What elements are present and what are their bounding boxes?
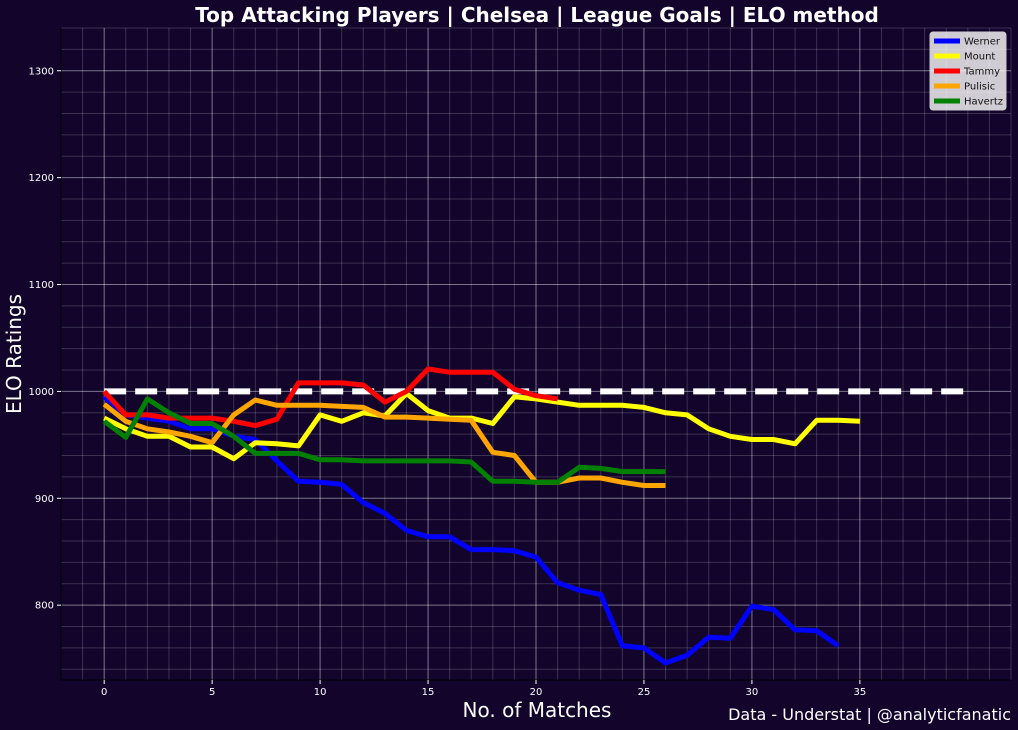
legend-items: Werner Mount Tammy Pulisic Havertz [934,37,1003,108]
chart-title: Top Attacking Players | Chelsea | League… [195,3,879,27]
legend-label-werner: Werner [964,37,1001,48]
x-axis-label: No. of Matches [463,698,612,722]
y-tick-labels: 800 900 1000 1100 1200 1300 [29,66,61,612]
y-axis-label: ELO Ratings [2,294,26,414]
legend-box [929,31,1007,111]
y-tick-label: 1200 [29,173,54,184]
x-tick-label: 5 [209,687,215,698]
minor-gridlines [60,27,1012,680]
x-tick-label: 10 [314,687,327,698]
legend-label-tammy: Tammy [963,67,1000,78]
y-tick-label: 900 [35,494,54,505]
series-lines [102,366,861,666]
y-tick-label: 1000 [29,387,54,398]
x-tick-label: 25 [638,687,651,698]
legend: Werner Mount Tammy Pulisic Havertz [929,31,1007,111]
data-credit: Data - Understat | @analyticfanatic [728,705,1011,724]
x-tick-label: 0 [101,687,107,698]
x-tick-labels: 0 5 10 15 20 25 30 35 [101,680,866,698]
legend-label-pulisic: Pulisic [964,82,995,93]
series-line-mount [103,391,861,462]
legend-label-mount: Mount [964,52,995,63]
plot-background [61,28,1011,680]
major-gridlines [61,28,1011,680]
x-tick-label: 30 [746,687,759,698]
series-line-pulisic [102,397,666,488]
y-tick-label: 1300 [29,66,54,77]
plot-area [60,27,1012,681]
y-tick-label: 1100 [29,280,54,291]
x-tick-label: 15 [422,687,435,698]
x-tick-label: 35 [853,687,866,698]
series-line-havertz [102,396,666,485]
legend-label-havertz: Havertz [964,97,1003,108]
y-tick-label: 800 [35,601,54,612]
x-tick-label: 20 [530,687,543,698]
